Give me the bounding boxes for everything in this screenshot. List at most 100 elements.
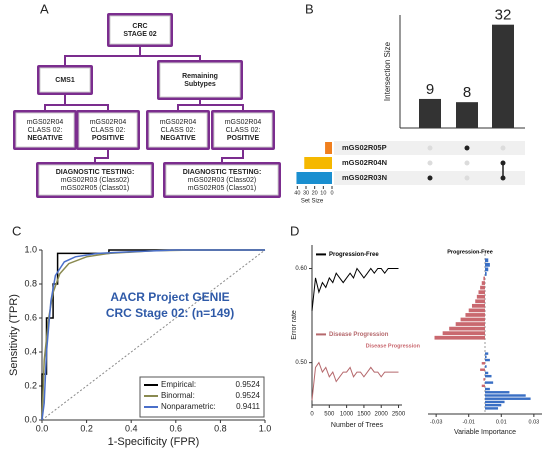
panel-label: D — [290, 223, 299, 238]
importance-bar — [485, 374, 492, 378]
y-tick-label: 0.4 — [24, 346, 37, 356]
legend-label: Progression-Free — [329, 252, 379, 258]
x-tick-label: 40 — [294, 190, 300, 196]
testing-node-text: mGS02R03 (Class02) — [61, 177, 129, 184]
matrix-dot — [500, 175, 506, 181]
x-tick-label: 0.01 — [496, 419, 507, 425]
y-tick-label: 0.50 — [295, 360, 307, 366]
x-axis-label: Set Size — [301, 199, 324, 205]
importance-bar — [483, 276, 485, 281]
leaf-node-text: CLASS 02: — [226, 127, 261, 134]
importance-bar — [485, 403, 502, 407]
x-tick-label: 2000 — [375, 412, 389, 418]
testing-node-text: DIAGNOSTIC TESTING: — [183, 169, 262, 176]
y-tick-label: 0.0 — [24, 414, 37, 424]
leaf-node-text: mGS02R04 — [160, 119, 197, 126]
connector — [94, 148, 109, 164]
y-axis-label: Error rate — [291, 310, 298, 340]
matrix-dot — [464, 160, 470, 166]
group-title: Progression-Free — [447, 249, 493, 255]
bar — [456, 102, 478, 128]
root-node-text: STAGE 02 — [123, 31, 156, 38]
annotation: CRC Stage 02: (n=149) — [106, 306, 234, 320]
legend-auc: 0.9524 — [236, 380, 261, 389]
x-tick-label: 20 — [312, 190, 318, 196]
testing-node-text: DIAGNOSTIC TESTING: — [56, 169, 135, 176]
set-name: mGS02R05P — [342, 143, 387, 152]
leaf-node-text: NEGATIVE — [160, 135, 196, 142]
x-tick-label: 1500 — [357, 412, 371, 418]
group-title: Disease Progression — [366, 343, 421, 349]
x-tick-label: 500 — [324, 412, 335, 418]
leaf-node-text: CLASS 02: — [91, 127, 126, 134]
connector — [221, 148, 244, 164]
bar — [492, 24, 514, 128]
y-axis-label: Intersection Size — [383, 41, 392, 101]
leaf-node-text: mGS02R04 — [225, 119, 262, 126]
set-size-bar — [325, 142, 332, 154]
importance-bar — [434, 335, 485, 340]
panel-label: A — [40, 1, 49, 16]
leaf-node — [213, 112, 273, 148]
importance-bar — [465, 313, 485, 317]
importance-bar — [485, 371, 489, 375]
x-tick-label: 0.4 — [125, 423, 138, 433]
legend-box — [139, 376, 265, 418]
series-line — [41, 249, 265, 421]
matrix-dot — [427, 145, 433, 151]
legend-auc: 0.9524 — [236, 391, 261, 400]
importance-bar — [481, 281, 485, 285]
importance-bar — [485, 355, 487, 359]
importance-bar — [485, 358, 490, 362]
connector — [64, 44, 141, 66]
importance-bar — [485, 387, 490, 391]
importance-bar — [468, 308, 485, 313]
importance-bar — [485, 381, 494, 384]
x-tick-label: 0.6 — [170, 423, 183, 433]
importance-bar — [485, 262, 490, 267]
series-line — [311, 361, 399, 401]
importance-bar — [449, 326, 485, 331]
x-tick-label: 2500 — [392, 412, 406, 418]
x-tick-label: 0.0 — [36, 423, 49, 433]
y-tick-label: 1.0 — [24, 244, 37, 254]
leaf-node-text: POSITIVE — [92, 135, 125, 142]
importance-bar — [485, 365, 487, 368]
connector — [65, 104, 109, 112]
matrix-dot — [464, 145, 470, 151]
x-tick-label: 30 — [303, 190, 309, 196]
importance-bar — [480, 368, 485, 371]
testing-node — [38, 164, 152, 196]
x-tick-label: 1000 — [340, 412, 354, 418]
x-tick-label: 0.2 — [80, 423, 93, 433]
matrix-dot — [464, 175, 470, 181]
y-tick-label: 0.60 — [295, 266, 307, 272]
testing-node-text: mGS02R05 (Class01) — [188, 185, 256, 192]
y-axis-label: Sensitivity (TPR) — [8, 294, 20, 376]
legend-auc: 0.9411 — [236, 402, 260, 411]
connector — [44, 95, 66, 112]
importance-bar — [485, 407, 499, 410]
set-name: mGS02R04N — [342, 158, 387, 167]
x-tick-label: 0 — [310, 412, 314, 418]
importance-bar — [442, 331, 485, 336]
importance-bar — [485, 397, 531, 400]
panel-label: C — [12, 223, 21, 238]
root-node — [109, 15, 171, 45]
importance-bar — [485, 394, 526, 397]
bar — [419, 98, 441, 128]
x-axis-label: Variable Importance — [454, 429, 516, 436]
y-tick-label: 0.8 — [24, 278, 37, 288]
testing-node-text: mGS02R05 (Class01) — [61, 185, 129, 192]
x-tick-label: -0.03 — [430, 419, 443, 425]
importance-bar — [455, 322, 485, 326]
branch-node-text: Subtypes — [184, 81, 216, 88]
leaf-node — [15, 112, 75, 148]
set-size-bar — [296, 172, 332, 184]
x-tick-label: -0.01 — [462, 419, 475, 425]
branch-node-text: CMS1 — [55, 77, 75, 84]
panel-label: B — [305, 1, 314, 16]
bar-value-label: 32 — [495, 7, 512, 24]
leaf-node-text: POSITIVE — [227, 135, 260, 142]
